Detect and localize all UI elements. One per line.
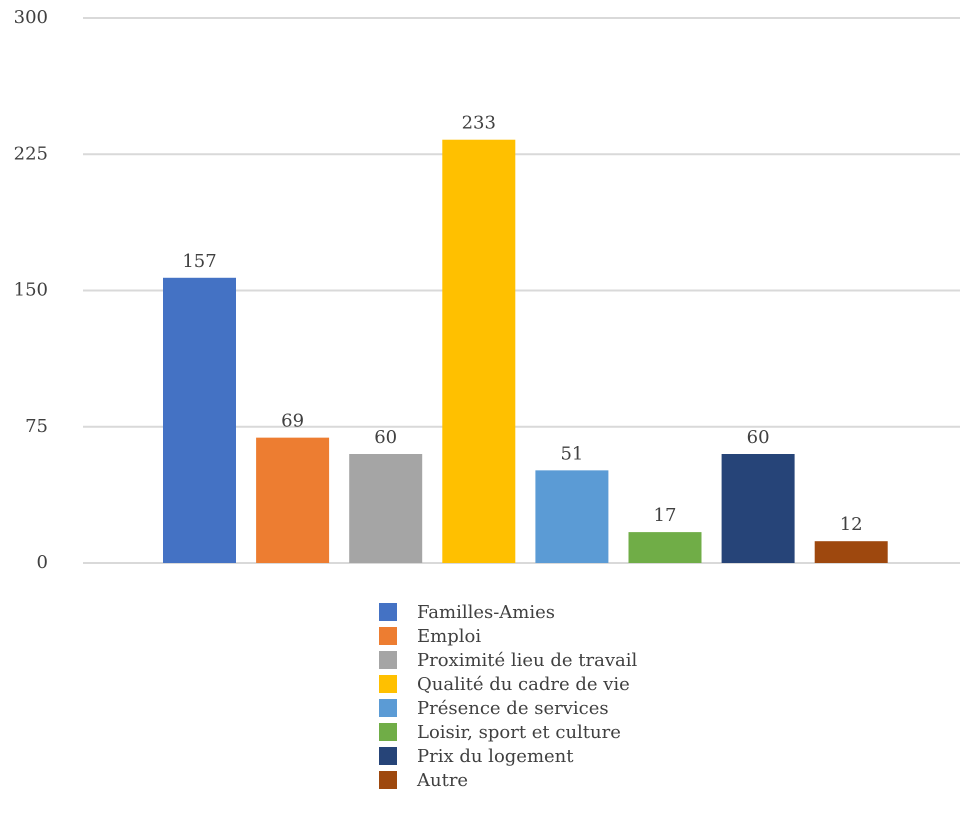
- legend-item: Emploi: [379, 624, 637, 648]
- legend-item: Loisir, sport et culture: [379, 720, 637, 744]
- legend-item: Proximité lieu de travail: [379, 648, 637, 672]
- y-tick-label: 150: [14, 280, 48, 301]
- y-tick-label: 75: [25, 416, 48, 437]
- legend-label: Prix du logement: [417, 745, 574, 767]
- legend-swatch: [379, 675, 397, 693]
- bar-value-label: 157: [182, 251, 216, 272]
- legend: Familles-Amies Emploi Proximité lieu de tr…: [379, 600, 637, 792]
- bar-value-label: 60: [747, 427, 770, 448]
- legend-swatch: [379, 627, 397, 645]
- bar-value-label: 60: [374, 427, 397, 448]
- legend-label: Emploi: [417, 625, 482, 647]
- bar-value-label: 17: [654, 505, 677, 526]
- bar: [349, 454, 423, 563]
- legend-swatch: [379, 651, 397, 669]
- legend-label: Proximité lieu de travail: [417, 649, 638, 671]
- legend-label: Présence de services: [417, 697, 609, 719]
- legend-item: Qualité du cadre de vie: [379, 672, 637, 696]
- bar: [535, 470, 609, 563]
- bar-value-label: 12: [840, 514, 863, 535]
- legend-label: Loisir, sport et culture: [417, 721, 621, 743]
- bar: [442, 139, 516, 563]
- y-axis-tick-labels: 0 75 150 225 300: [14, 7, 48, 573]
- y-tick-label: 300: [14, 7, 48, 28]
- y-tick-label: 225: [14, 143, 48, 164]
- bar-value-label: 51: [560, 443, 583, 464]
- legend-label: Autre: [417, 769, 469, 791]
- bar: [256, 437, 330, 563]
- legend-item: Présence de services: [379, 696, 637, 720]
- legend-item: Autre: [379, 768, 637, 792]
- bar: [163, 277, 236, 563]
- legend-swatch: [379, 771, 397, 789]
- bar: [721, 454, 795, 563]
- bar: [814, 541, 888, 563]
- legend-item: Prix du logement: [379, 744, 637, 768]
- bar: [628, 532, 702, 563]
- bar-value-label: 233: [462, 113, 496, 134]
- legend-label: Qualité du cadre de vie: [417, 673, 630, 695]
- legend-swatch: [379, 699, 397, 717]
- bars: [163, 139, 888, 563]
- legend-swatch: [379, 747, 397, 765]
- legend-item: Familles-Amies: [379, 600, 637, 624]
- bar-value-label: 69: [281, 411, 304, 432]
- bar-chart: 0 75 150 225 300 157 69 60 233 51 17 60 12: [14, 7, 960, 573]
- legend-label: Familles-Amies: [417, 601, 556, 623]
- legend-swatch: [379, 603, 397, 621]
- legend-swatch: [379, 723, 397, 741]
- data-labels: 157 69 60 233 51 17 60 12: [182, 113, 862, 535]
- y-tick-label: 0: [37, 552, 48, 573]
